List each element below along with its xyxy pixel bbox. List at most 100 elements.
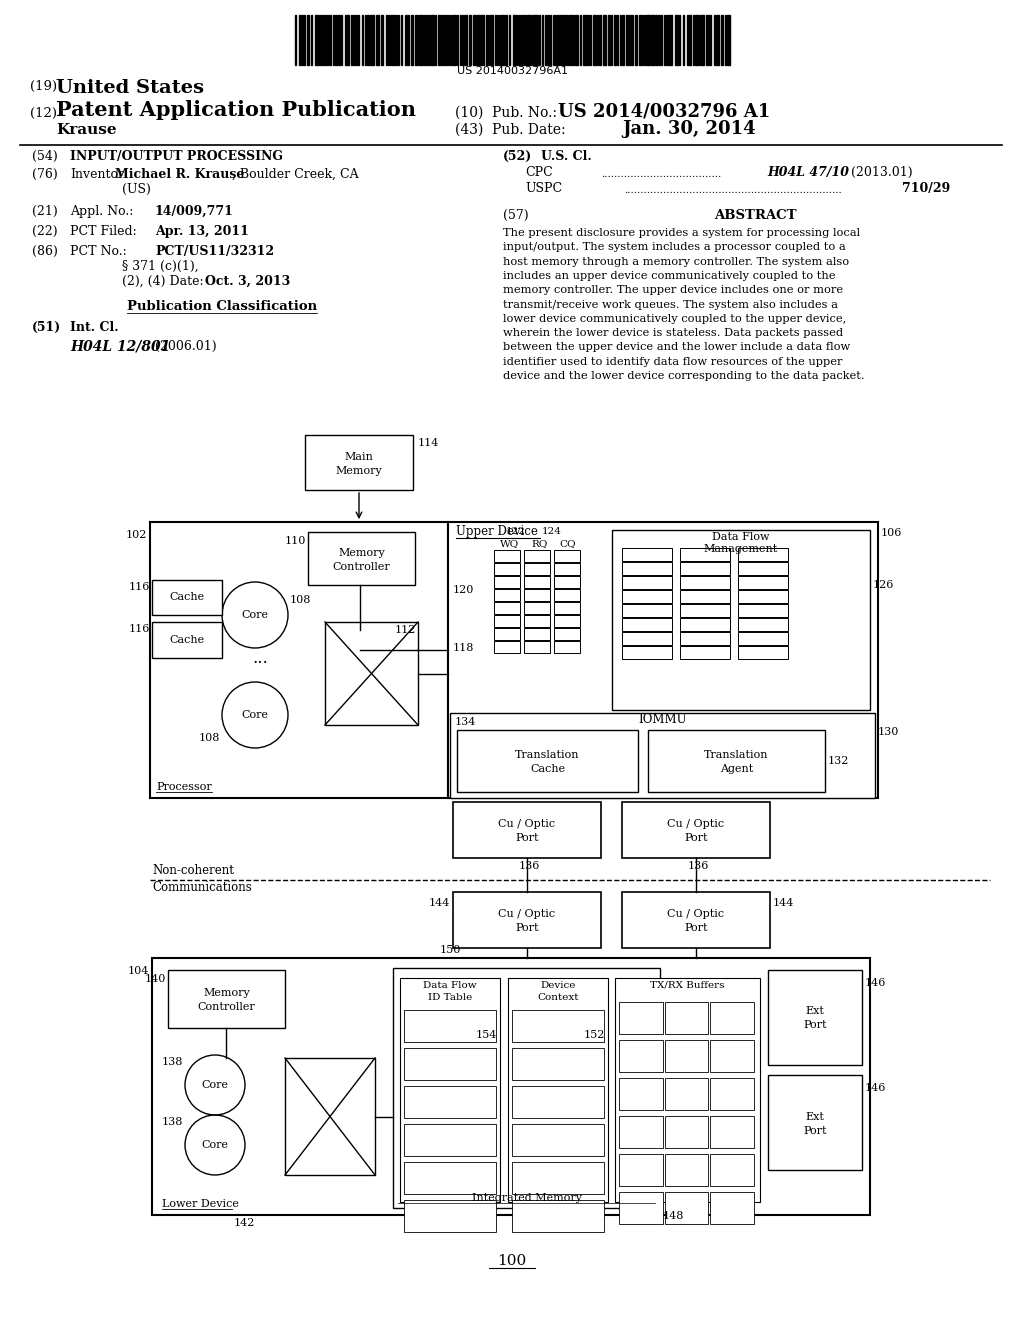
Text: Port: Port xyxy=(684,923,708,933)
Bar xyxy=(524,602,550,614)
Bar xyxy=(646,15,650,65)
Text: 146: 146 xyxy=(865,978,887,987)
Text: 134: 134 xyxy=(455,717,476,727)
Bar xyxy=(524,615,550,627)
Text: Data Flow: Data Flow xyxy=(713,532,770,543)
Bar xyxy=(325,15,327,65)
Text: 116: 116 xyxy=(129,582,150,591)
Bar xyxy=(768,970,862,1065)
Text: 124: 124 xyxy=(542,527,562,536)
Text: PCT No.:: PCT No.: xyxy=(70,246,127,257)
Bar xyxy=(494,615,520,627)
Text: Processor: Processor xyxy=(156,781,212,792)
Text: (US): (US) xyxy=(122,183,151,195)
Bar xyxy=(168,970,285,1028)
Text: Core: Core xyxy=(242,610,268,620)
Text: 120: 120 xyxy=(453,585,474,595)
Text: (2013.01): (2013.01) xyxy=(847,166,912,180)
Text: RQ: RQ xyxy=(531,539,548,548)
Text: Publication Classification: Publication Classification xyxy=(127,300,317,313)
Text: H04L 47/10: H04L 47/10 xyxy=(767,166,849,180)
Text: includes an upper device communicatively coupled to the: includes an upper device communicatively… xyxy=(503,271,836,281)
Text: 138: 138 xyxy=(162,1057,183,1067)
Bar xyxy=(554,589,580,601)
Bar xyxy=(481,15,484,65)
Bar xyxy=(622,15,624,65)
Text: (12): (12) xyxy=(30,107,57,120)
Text: Cu / Optic: Cu / Optic xyxy=(668,909,725,919)
Bar xyxy=(599,15,601,65)
Bar xyxy=(560,15,562,65)
Bar xyxy=(404,1125,496,1156)
Text: Cu / Optic: Cu / Optic xyxy=(668,818,725,829)
Bar xyxy=(152,958,870,1214)
Text: 148: 148 xyxy=(663,1210,684,1221)
Text: Integrated Memory: Integrated Memory xyxy=(471,1193,582,1203)
Bar xyxy=(622,562,672,576)
Text: ABSTRACT: ABSTRACT xyxy=(714,209,797,222)
Text: Cache: Cache xyxy=(169,635,205,645)
Bar xyxy=(464,15,467,65)
Text: (86): (86) xyxy=(32,246,58,257)
Bar xyxy=(622,632,672,645)
Bar xyxy=(404,1048,496,1080)
Text: Core: Core xyxy=(202,1140,228,1150)
Bar xyxy=(512,1086,604,1118)
Bar xyxy=(675,15,678,65)
Bar xyxy=(477,15,480,65)
Bar xyxy=(615,978,760,1203)
Text: lower device communicatively coupled to the upper device,: lower device communicatively coupled to … xyxy=(503,314,846,323)
Bar xyxy=(522,15,524,65)
Text: Translation: Translation xyxy=(705,750,769,760)
Bar xyxy=(453,15,456,65)
Text: memory controller. The upper device includes one or more: memory controller. The upper device incl… xyxy=(503,285,843,296)
Bar xyxy=(680,590,730,603)
Bar xyxy=(680,576,730,589)
Bar xyxy=(626,15,628,65)
Text: Inventor:: Inventor: xyxy=(70,168,128,181)
Text: 112: 112 xyxy=(394,624,416,635)
Bar xyxy=(370,15,374,65)
Text: Main: Main xyxy=(344,453,374,462)
Bar xyxy=(603,15,606,65)
Text: INPUT/OUTPUT PROCESSING: INPUT/OUTPUT PROCESSING xyxy=(70,150,283,162)
Text: 114: 114 xyxy=(418,438,439,447)
Bar xyxy=(554,602,580,614)
Text: PCT/US11/32312: PCT/US11/32312 xyxy=(155,246,274,257)
Text: 150: 150 xyxy=(440,945,462,954)
Text: Port: Port xyxy=(803,1126,826,1135)
Bar xyxy=(392,15,395,65)
Text: .....................................: ..................................... xyxy=(601,170,722,180)
Text: (43)  Pub. Date:: (43) Pub. Date: xyxy=(455,123,565,137)
Bar xyxy=(512,1200,604,1232)
Bar xyxy=(524,642,550,653)
Text: Core: Core xyxy=(202,1080,228,1090)
Bar xyxy=(738,632,788,645)
Bar xyxy=(404,1010,496,1041)
Bar xyxy=(305,436,413,490)
Text: 146: 146 xyxy=(865,1082,887,1093)
Text: 138: 138 xyxy=(162,1117,183,1127)
Bar xyxy=(716,15,719,65)
Bar xyxy=(494,642,520,653)
Bar xyxy=(367,15,369,65)
Bar xyxy=(622,576,672,589)
Text: Translation: Translation xyxy=(515,750,580,760)
Bar xyxy=(450,713,874,799)
Bar xyxy=(457,730,638,792)
Bar xyxy=(612,531,870,710)
Text: Data Flow: Data Flow xyxy=(423,981,477,990)
Text: ID Table: ID Table xyxy=(428,993,472,1002)
Bar xyxy=(727,15,730,65)
Text: 132: 132 xyxy=(828,756,849,766)
Text: Memory: Memory xyxy=(336,466,382,477)
Bar xyxy=(648,730,825,792)
Text: (21): (21) xyxy=(32,205,57,218)
Bar xyxy=(338,15,340,65)
Text: Controller: Controller xyxy=(198,1002,255,1012)
Text: Port: Port xyxy=(803,1020,826,1031)
Bar xyxy=(400,978,500,1203)
Text: (2), (4) Date:: (2), (4) Date: xyxy=(122,275,204,288)
Bar xyxy=(658,15,660,65)
Bar xyxy=(709,15,711,65)
